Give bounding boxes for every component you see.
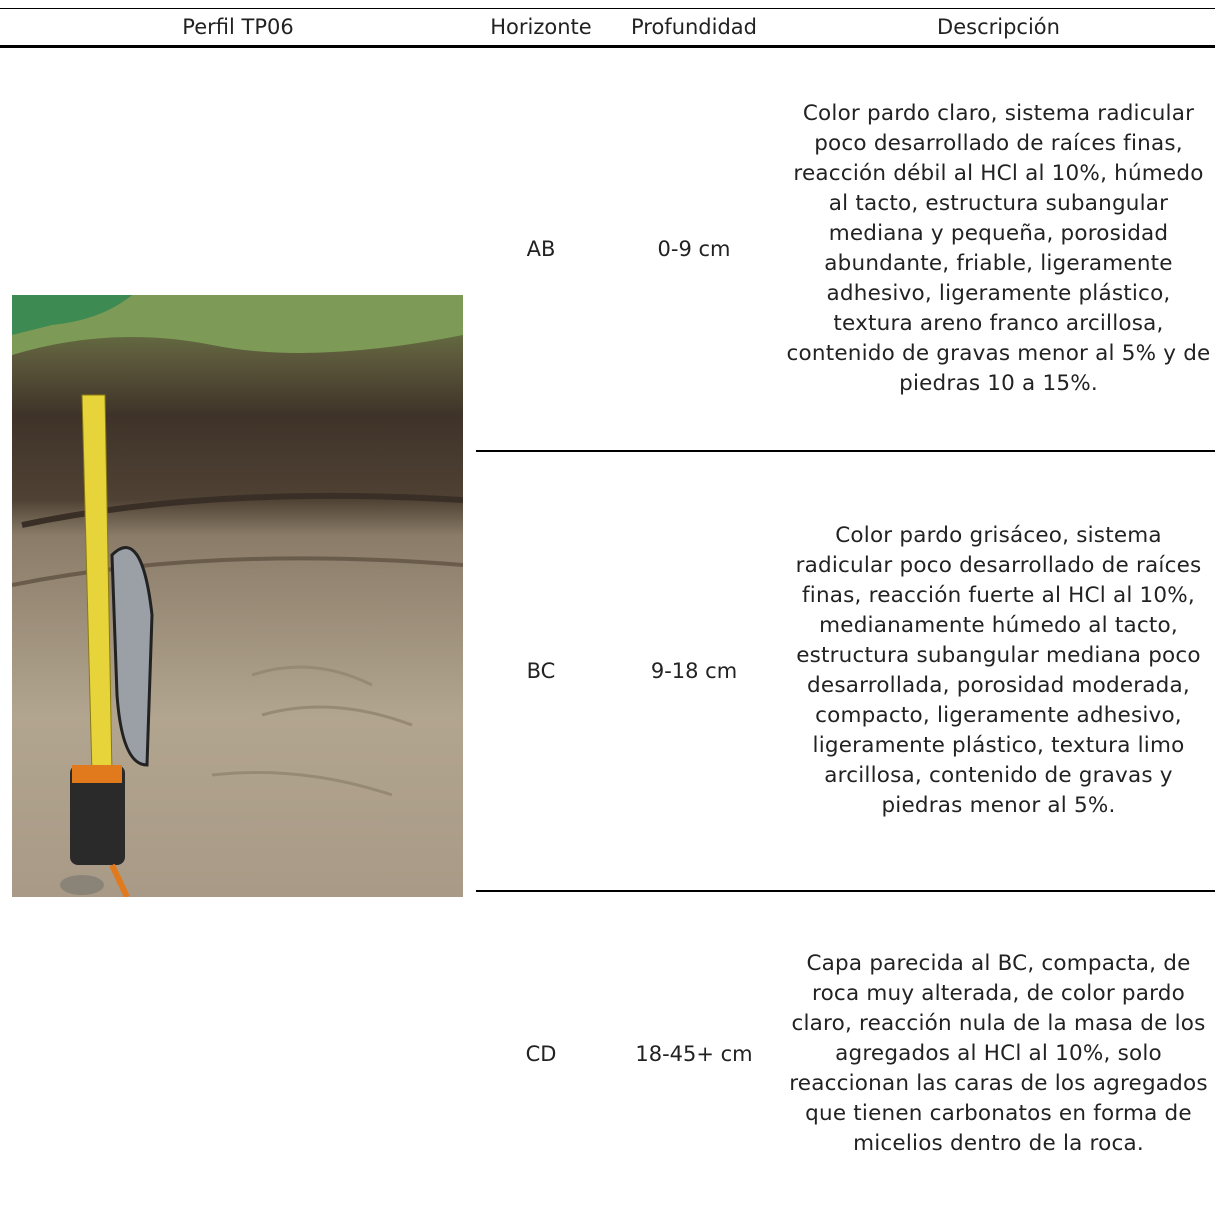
header-cell: Descripción [782,8,1215,48]
description: Capa parecida al BC, compacta, de roca m… [789,950,1208,1156]
horizon: AB [476,46,606,452]
horizon: CD [525,1041,557,1066]
row: CD 18-45+ cm Capa parecida al BC, compac… [0,891,1215,1216]
depth: 18-45+ cm [635,1041,753,1066]
horizon: BC [476,450,606,892]
row: BC 9-18 cm Color pardo grisáceo, sistema… [0,450,1215,892]
soil-profile-photo [12,295,463,897]
header-row: Perfil TP06 Horizonte Profundidad Descri… [0,8,1215,48]
header-cell: Profundidad [606,8,782,48]
description: Color pardo claro, sistema radicular poc… [782,46,1215,452]
depth: 0-9 cm [606,46,782,452]
soil-table: Perfil TP06 Horizonte Profundidad Descri… [0,8,1215,1216]
header-cell: Horizonte [476,8,606,48]
header-cell: Perfil TP06 [0,8,476,48]
row: AB 0-9 cm Color pardo claro, sistema rad… [0,46,1215,452]
description: Color pardo grisáceo, sistema radicular … [782,450,1215,892]
depth: 9-18 cm [606,450,782,892]
